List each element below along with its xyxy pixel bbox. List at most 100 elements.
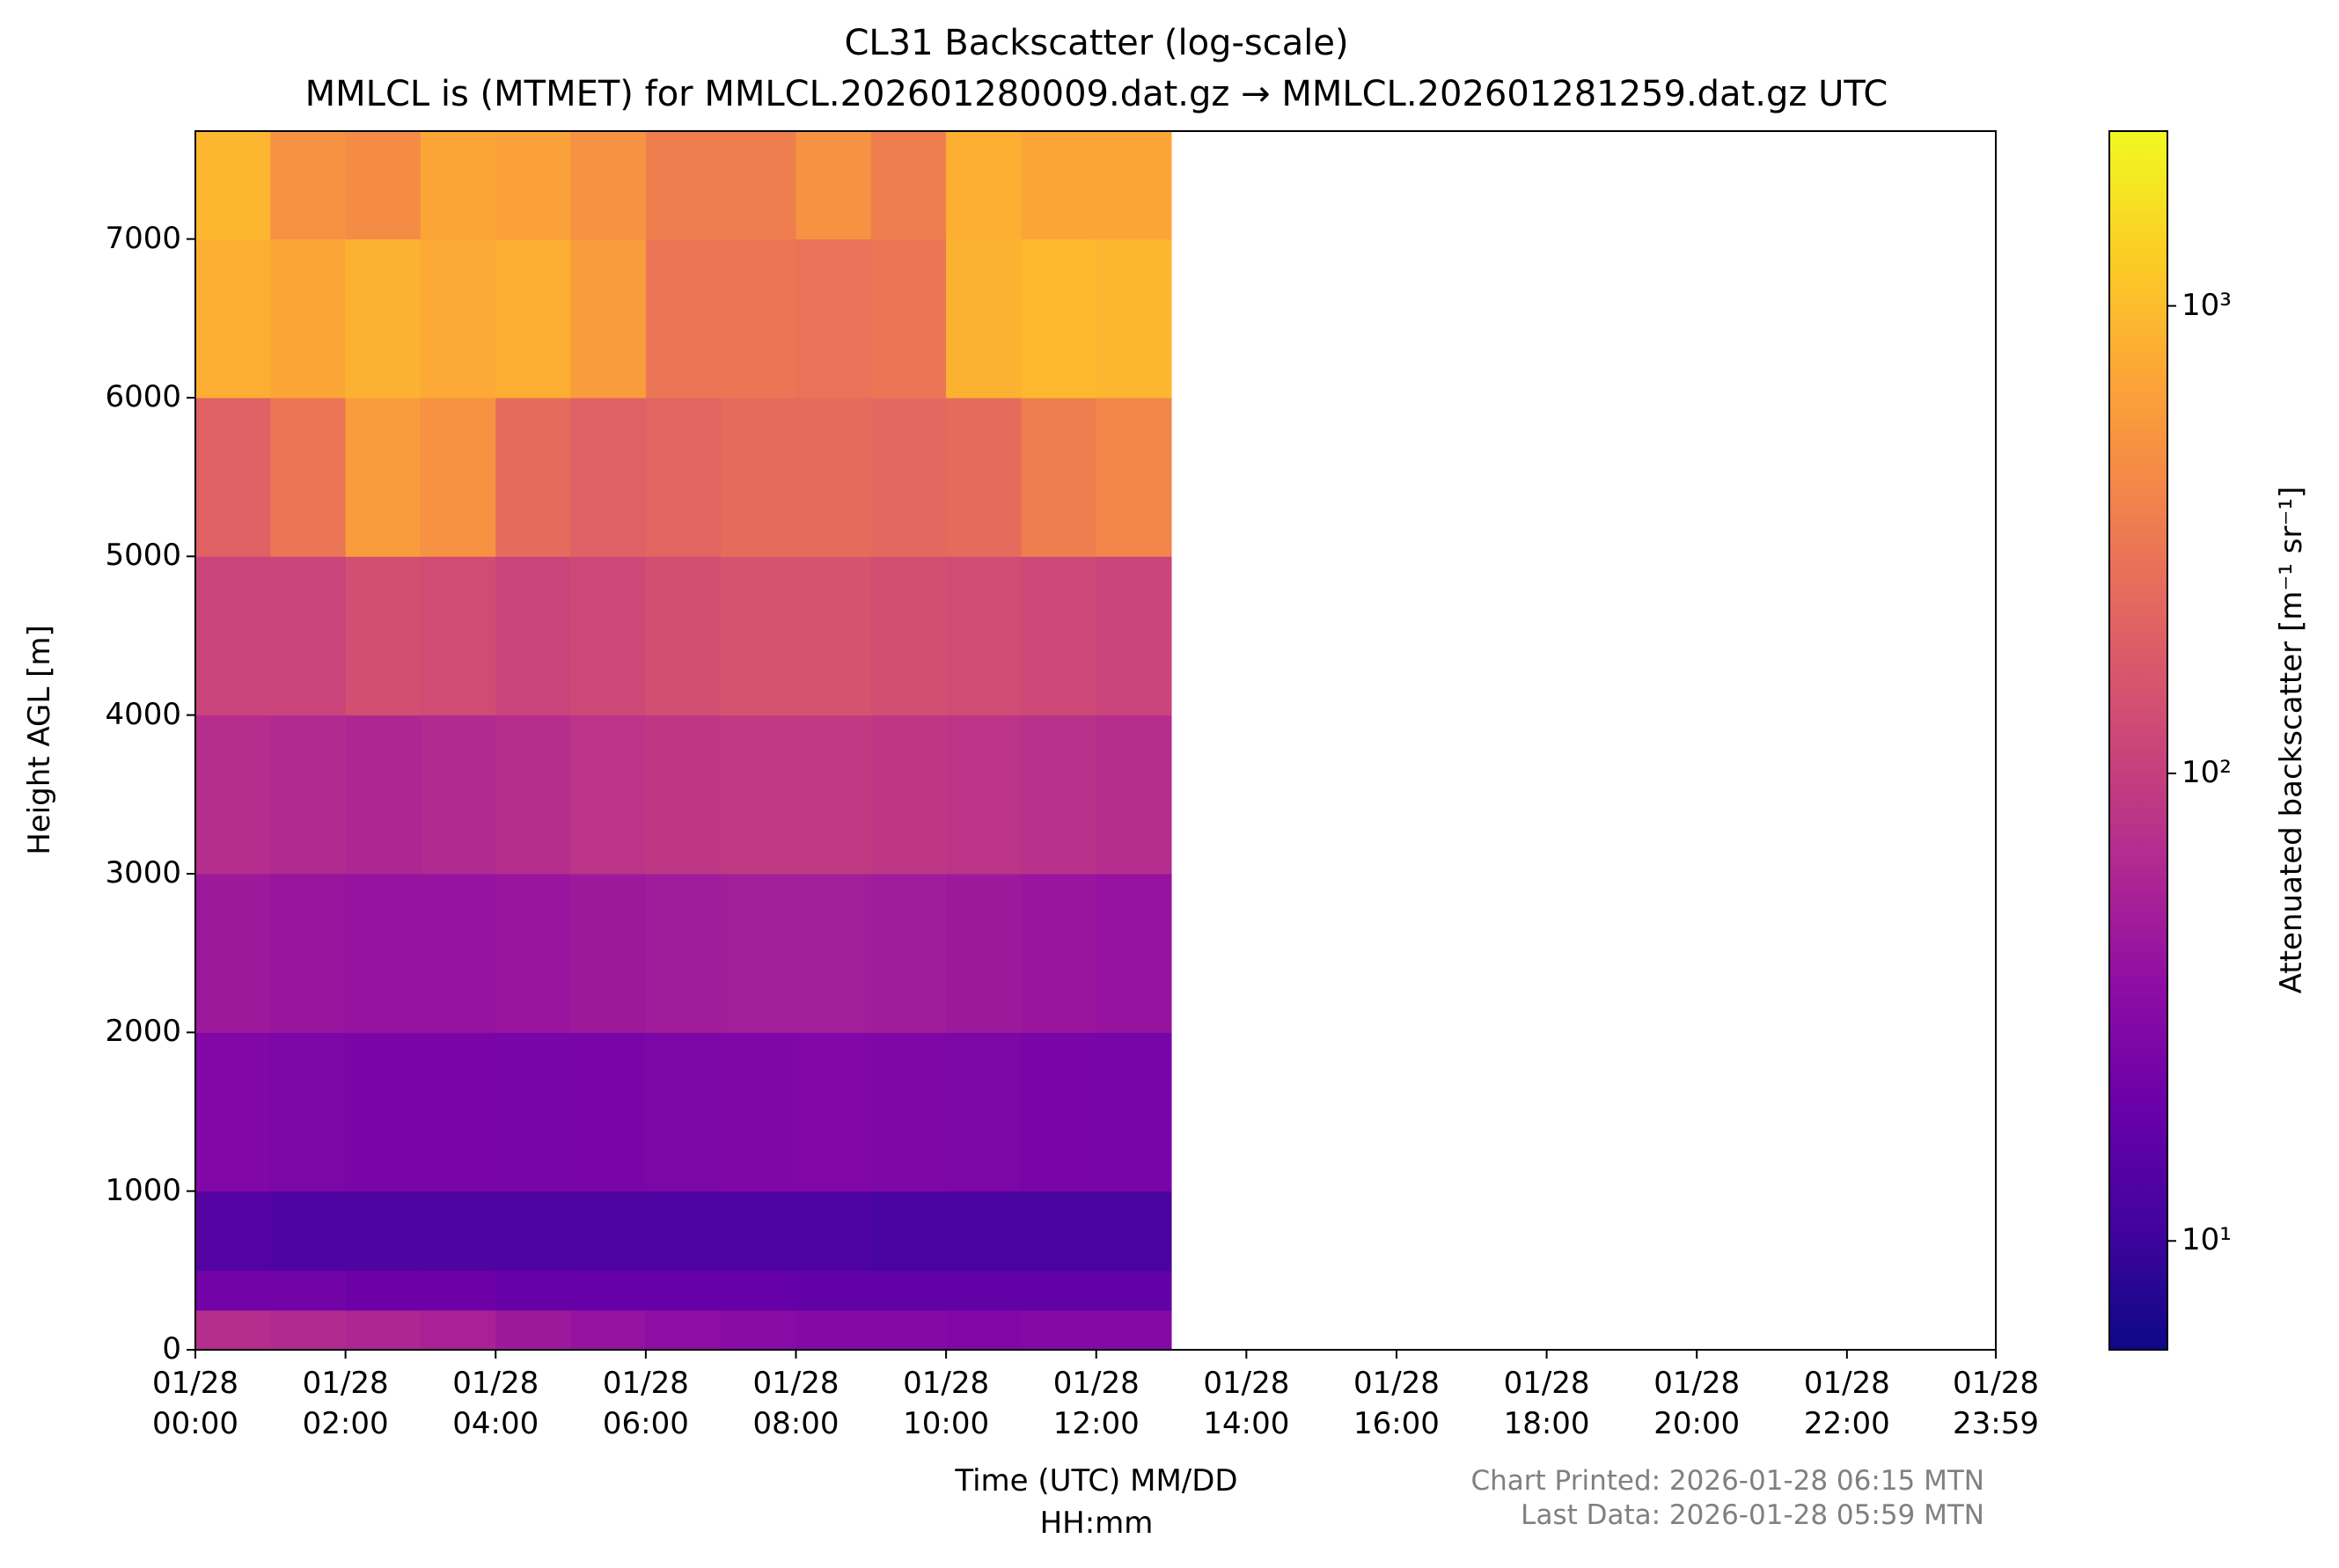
heatmap-cell [645, 714, 722, 875]
heatmap-cell [270, 397, 347, 557]
heatmap-cell [420, 714, 496, 875]
heatmap-cell [1096, 1032, 1172, 1192]
x-tick-label: 01/28 23:59 [1953, 1366, 2039, 1441]
heatmap-cell [195, 714, 271, 875]
heatmap-cell [570, 131, 647, 240]
heatmap-cell [420, 1032, 496, 1192]
heatmap-cell [1021, 238, 1097, 399]
x-axis-label: Time (UTC) MM/DD HH:mm [955, 1463, 1238, 1541]
heatmap-cell [495, 1032, 572, 1192]
heatmap-cell [1096, 1270, 1172, 1311]
heatmap-cell [195, 397, 271, 557]
heatmap-cell [721, 238, 796, 399]
heatmap-cell [1021, 397, 1097, 557]
heatmap-cell [1021, 1309, 1097, 1351]
y-tick-label: 4000 [105, 696, 181, 732]
heatmap-cell [1096, 1309, 1172, 1351]
heatmap-cell [270, 873, 347, 1033]
heatmap-cell [270, 238, 347, 399]
heatmap-cell [270, 556, 347, 716]
heatmap-cell [270, 1191, 347, 1271]
heatmap-cell [870, 556, 947, 716]
heatmap-cell [195, 238, 271, 399]
colorbar-label: Attenuated backscatter [m⁻¹ sr⁻¹] [2274, 486, 2310, 994]
colorbar [2108, 130, 2168, 1351]
heatmap-cell [721, 714, 796, 875]
heatmap-cell [570, 873, 647, 1033]
y-axis-label: Height AGL [m] [22, 625, 58, 855]
x-tick-label: 01/28 06:00 [602, 1366, 689, 1441]
heatmap-cell [270, 131, 347, 240]
x-tick-label: 01/28 04:00 [452, 1366, 539, 1441]
heatmap-cell [495, 238, 572, 399]
heatmap-cell [570, 1270, 647, 1311]
heatmap-cell [345, 873, 422, 1033]
heatmap-cell [570, 238, 647, 399]
x-tick-label: 01/28 00:00 [152, 1366, 238, 1441]
x-tick-label: 01/28 08:00 [752, 1366, 840, 1441]
heatmap-cell [796, 1309, 872, 1351]
heatmap-cell [870, 714, 947, 875]
y-tick-label: 2000 [105, 1014, 181, 1050]
heatmap-cell [420, 397, 496, 557]
heatmap-cell [721, 1191, 796, 1271]
heatmap-cell [721, 397, 796, 557]
heatmap-cell [570, 1191, 647, 1271]
heatmap-cell [1096, 131, 1172, 240]
y-tick-label: 0 [162, 1331, 181, 1367]
heatmap-cell [495, 1270, 572, 1311]
heatmap-cell [721, 131, 796, 240]
heatmap-cell [721, 873, 796, 1033]
heatmap-cell [270, 1032, 347, 1192]
heatmap-cell [495, 1191, 572, 1271]
heatmap-cell [946, 1032, 1022, 1192]
heatmap-cell [946, 238, 1022, 399]
heatmap-cell [796, 714, 872, 875]
heatmap-cell [1096, 873, 1172, 1033]
heatmap-cell [645, 1191, 722, 1271]
heatmap-cell [946, 397, 1022, 557]
heatmap-cell [270, 1309, 347, 1351]
heatmap-cell [946, 131, 1022, 240]
y-tick-label: 3000 [105, 855, 181, 891]
heatmap-cell [420, 873, 496, 1033]
heatmap-cell [495, 873, 572, 1033]
heatmap-cell [870, 1191, 947, 1271]
heatmap-cell [345, 1270, 422, 1311]
heatmap-cell [570, 1309, 647, 1351]
heatmap-cell [420, 556, 496, 716]
x-tick-label: 01/28 16:00 [1353, 1366, 1440, 1441]
heatmap-cell [1021, 1032, 1097, 1192]
heatmap-cell [195, 556, 271, 716]
heatmap-cell [796, 1191, 872, 1271]
heatmap-cell [345, 238, 422, 399]
heatmap-cell [721, 1032, 796, 1192]
heatmap-cell [870, 238, 947, 399]
heatmap-cell [1096, 238, 1172, 399]
x-tick-label: 01/28 22:00 [1803, 1366, 1890, 1441]
heatmap-cell [345, 1191, 422, 1271]
heatmap-cell [495, 1309, 572, 1351]
heatmap-cell [420, 238, 496, 399]
heatmap-cell [645, 238, 722, 399]
heatmap-cell [495, 131, 572, 240]
heatmap-cell [645, 1309, 722, 1351]
heatmap-cell [946, 714, 1022, 875]
heatmap-cell [946, 1270, 1022, 1311]
x-tick-label: 01/28 18:00 [1503, 1366, 1590, 1441]
heatmap-cell [796, 1032, 872, 1192]
y-tick-label: 5000 [105, 538, 181, 574]
heatmap-cell [796, 397, 872, 557]
heatmap-cell [796, 238, 872, 399]
x-tick-label: 01/28 14:00 [1203, 1366, 1290, 1441]
heatmap-cell [1021, 131, 1097, 240]
chart-title: CL31 Backscatter (log-scale) [844, 23, 1349, 63]
heatmap-cell [195, 131, 271, 240]
heatmap-cell [345, 556, 422, 716]
heatmap-cell [721, 556, 796, 716]
heatmap-cell [946, 873, 1022, 1033]
heatmap-cell [270, 1270, 347, 1311]
heatmap-cell [1021, 556, 1097, 716]
